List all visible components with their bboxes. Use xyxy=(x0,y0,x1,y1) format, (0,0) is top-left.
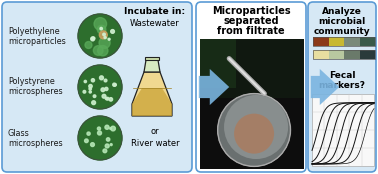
Bar xyxy=(200,39,236,88)
Circle shape xyxy=(91,79,94,82)
Circle shape xyxy=(89,88,91,90)
Circle shape xyxy=(78,116,122,160)
Circle shape xyxy=(84,80,87,83)
Circle shape xyxy=(78,65,122,109)
Text: Incubate in:: Incubate in: xyxy=(124,7,186,17)
Circle shape xyxy=(103,149,107,153)
Circle shape xyxy=(111,30,115,33)
Circle shape xyxy=(93,95,96,97)
Bar xyxy=(344,50,359,59)
Circle shape xyxy=(99,37,110,48)
Circle shape xyxy=(106,97,109,100)
Circle shape xyxy=(91,37,94,41)
Circle shape xyxy=(85,139,88,143)
Text: microbial: microbial xyxy=(318,18,366,26)
FancyBboxPatch shape xyxy=(196,2,306,172)
Bar xyxy=(313,37,328,46)
Polygon shape xyxy=(132,72,172,116)
FancyArrowPatch shape xyxy=(199,69,229,105)
Circle shape xyxy=(100,27,102,30)
Circle shape xyxy=(94,18,107,30)
Bar xyxy=(359,50,375,59)
Circle shape xyxy=(78,14,122,58)
Circle shape xyxy=(85,42,92,49)
Circle shape xyxy=(105,125,109,129)
Circle shape xyxy=(105,144,109,148)
Circle shape xyxy=(113,83,116,86)
Circle shape xyxy=(83,90,86,93)
Bar xyxy=(328,50,344,59)
Circle shape xyxy=(218,94,290,166)
Circle shape xyxy=(114,84,116,86)
Circle shape xyxy=(110,128,112,129)
Circle shape xyxy=(106,138,110,141)
Bar xyxy=(313,37,375,46)
Circle shape xyxy=(99,31,107,39)
Circle shape xyxy=(89,91,91,93)
Circle shape xyxy=(103,33,105,36)
Circle shape xyxy=(104,79,107,82)
Circle shape xyxy=(92,101,96,105)
Circle shape xyxy=(111,126,115,131)
Text: or: or xyxy=(151,126,159,136)
Circle shape xyxy=(98,46,108,56)
Text: Polystyrene: Polystyrene xyxy=(8,77,55,86)
Circle shape xyxy=(110,144,112,146)
Text: Analyze: Analyze xyxy=(322,7,362,17)
Text: Polyethylene: Polyethylene xyxy=(8,26,60,35)
Bar xyxy=(359,37,375,46)
Text: Microparticles: Microparticles xyxy=(212,6,290,16)
Circle shape xyxy=(93,37,95,39)
Circle shape xyxy=(87,132,90,135)
Bar xyxy=(328,37,344,46)
Text: microspheres: microspheres xyxy=(8,88,63,97)
Bar xyxy=(200,39,304,97)
Circle shape xyxy=(105,87,108,90)
Text: markers?: markers? xyxy=(319,81,366,90)
Circle shape xyxy=(93,46,103,55)
Polygon shape xyxy=(144,60,160,72)
Circle shape xyxy=(89,85,92,88)
Circle shape xyxy=(224,95,288,159)
Text: Wastewater: Wastewater xyxy=(130,18,180,27)
Circle shape xyxy=(98,127,101,130)
Bar xyxy=(313,50,328,59)
Bar xyxy=(200,39,304,169)
Circle shape xyxy=(108,38,110,40)
Circle shape xyxy=(101,88,105,92)
Bar xyxy=(312,94,374,166)
Circle shape xyxy=(97,25,106,34)
FancyBboxPatch shape xyxy=(308,2,376,172)
Text: microparticles: microparticles xyxy=(8,37,66,45)
Circle shape xyxy=(105,97,108,100)
Circle shape xyxy=(104,37,106,39)
FancyArrowPatch shape xyxy=(311,69,339,105)
Text: River water: River water xyxy=(131,140,179,148)
Circle shape xyxy=(98,131,102,135)
Text: Glass: Glass xyxy=(8,129,30,137)
Text: separated: separated xyxy=(223,16,279,26)
Polygon shape xyxy=(132,88,172,116)
Circle shape xyxy=(99,76,104,80)
Bar xyxy=(313,50,375,59)
Circle shape xyxy=(91,37,94,40)
Bar xyxy=(145,57,159,60)
Text: from filtrate: from filtrate xyxy=(217,26,285,36)
Text: microspheres: microspheres xyxy=(8,139,63,148)
Text: community: community xyxy=(314,27,370,37)
Circle shape xyxy=(102,94,106,98)
FancyBboxPatch shape xyxy=(2,2,192,172)
Circle shape xyxy=(91,143,94,147)
Circle shape xyxy=(109,98,113,101)
Text: Fecal: Fecal xyxy=(329,72,355,81)
Bar xyxy=(344,37,359,46)
Circle shape xyxy=(234,114,274,154)
